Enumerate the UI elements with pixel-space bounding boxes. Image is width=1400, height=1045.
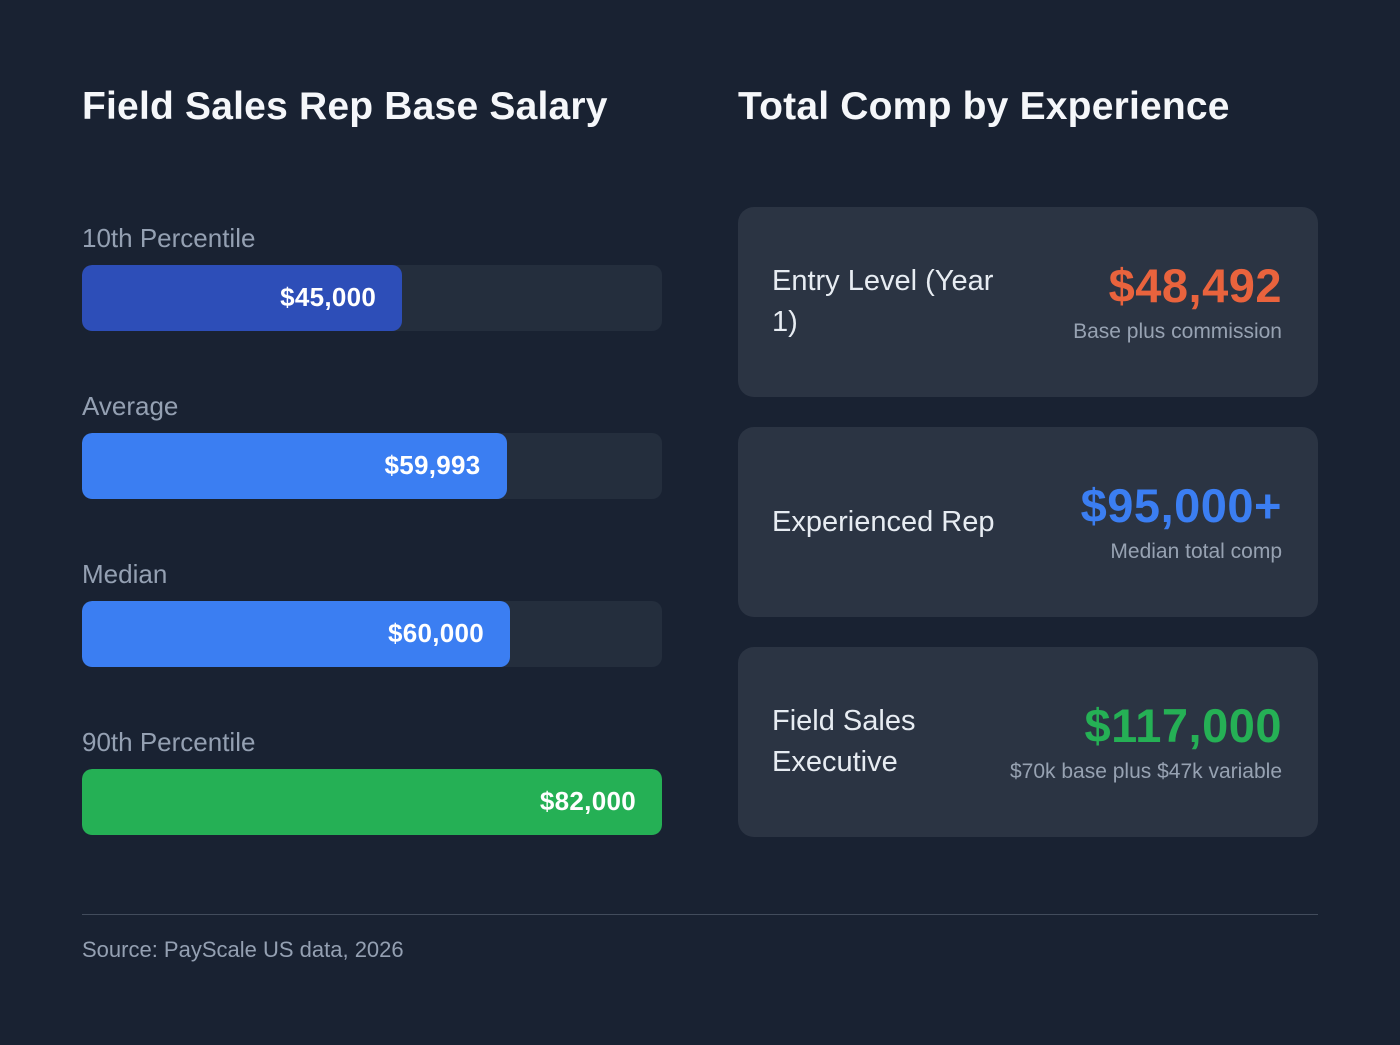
bar-fill: $82,000 — [82, 768, 662, 835]
stat-card-subtext: Median total comp — [1110, 539, 1282, 563]
stat-card-entry-level: Entry Level (Year 1) $48,492 Base plus c… — [738, 206, 1318, 397]
stat-card-label: Experienced Rep — [772, 505, 995, 538]
stat-card-subtext: Base plus commission — [1073, 319, 1282, 343]
bar-fill: $59,993 — [82, 432, 507, 499]
bar-label: Average — [82, 390, 179, 421]
bar-track: $82,000 — [82, 768, 662, 835]
bar-row-10th-percentile: 10th Percentile $45,000 — [82, 223, 662, 331]
bar-track: $59,993 — [82, 432, 662, 499]
footer: Source: PayScale US data, 2026 — [82, 913, 1318, 963]
footer-divider — [82, 913, 1318, 915]
stat-card-experienced-rep: Experienced Rep $95,000+ Median total co… — [738, 426, 1318, 617]
bar-label: Median — [82, 558, 168, 589]
stat-card-field-sales-executive: Field Sales Executive $117,000 $70k base… — [738, 646, 1318, 837]
bar-track: $60,000 — [82, 600, 662, 667]
bar-label: 10th Percentile — [82, 222, 256, 253]
base-salary-panel: Field Sales Rep Base Salary 10th Percent… — [82, 84, 662, 837]
bar-fill: $60,000 — [82, 600, 511, 667]
bar-value: $60,000 — [387, 618, 485, 649]
bar-row-90th-percentile: 90th Percentile $82,000 — [82, 727, 662, 835]
bar-row-average: Average $59,993 — [82, 391, 662, 499]
source-text: Source: PayScale US data, 2026 — [82, 936, 404, 962]
total-comp-title: Total Comp by Experience — [738, 85, 1230, 128]
stat-card-label: Field Sales Executive — [772, 705, 916, 778]
stat-card-subtext: $70k base plus $47k variable — [1009, 759, 1282, 783]
bar-row-median: Median $60,000 — [82, 559, 662, 667]
bar-value: $59,993 — [384, 450, 481, 481]
stat-card-value: $48,492 — [1108, 258, 1282, 312]
bar-chart: 10th Percentile $45,000 Average $59,993 — [82, 223, 662, 835]
stat-card-stat: $95,000+ Median total comp — [1081, 480, 1282, 564]
bar-label: 90th Percentile — [82, 726, 256, 757]
bar-track: $45,000 — [82, 264, 662, 331]
stat-cards: Entry Level (Year 1) $48,492 Base plus c… — [738, 206, 1318, 837]
stat-card-stat: $117,000 $70k base plus $47k variable — [1010, 700, 1282, 784]
stat-card-stat: $48,492 Base plus commission — [1073, 260, 1282, 344]
bar-value: $45,000 — [280, 282, 377, 313]
content-columns: Field Sales Rep Base Salary 10th Percent… — [82, 84, 1318, 837]
stat-card-value: $117,000 — [1084, 698, 1282, 752]
bar-value: $82,000 — [539, 786, 636, 817]
bar-fill: $45,000 — [82, 264, 403, 331]
stat-card-label: Entry Level (Year 1) — [772, 265, 994, 338]
base-salary-title: Field Sales Rep Base Salary — [82, 85, 608, 128]
total-comp-panel: Total Comp by Experience Entry Level (Ye… — [738, 84, 1318, 837]
stat-card-value: $95,000+ — [1080, 478, 1282, 532]
